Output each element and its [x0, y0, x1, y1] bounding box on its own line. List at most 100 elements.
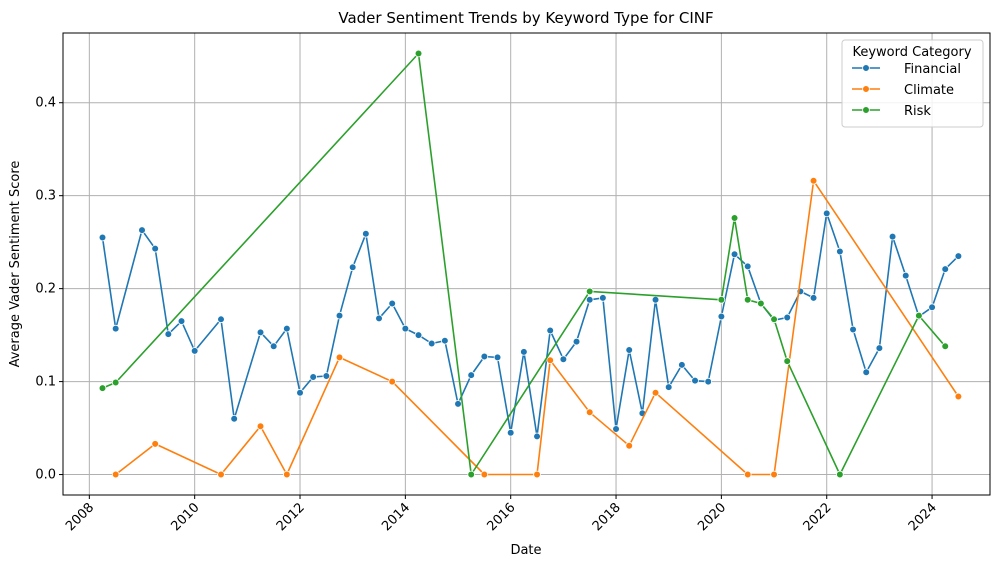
- series-line-risk: [102, 52, 946, 476]
- data-point-financial: [691, 376, 699, 385]
- data-point-financial: [520, 348, 528, 356]
- data-point-financial: [190, 347, 199, 355]
- plot-area-frame: [62, 32, 991, 496]
- data-point-financial: [111, 324, 120, 333]
- data-point-financial: [441, 336, 449, 345]
- data-point-climate: [283, 470, 291, 479]
- data-point-climate: [770, 470, 778, 479]
- data-point-risk: [467, 470, 475, 479]
- data-point-financial: [664, 383, 673, 391]
- legend-entry-risk: Risk: [852, 104, 931, 119]
- data-point-financial: [375, 314, 383, 323]
- data-point-financial: [678, 361, 686, 369]
- x-tick-label: 2014: [379, 500, 413, 534]
- data-point-financial: [849, 325, 857, 334]
- series-financial: [98, 209, 963, 441]
- data-point-financial: [901, 271, 910, 280]
- data-point-climate: [533, 470, 541, 479]
- data-point-financial: [888, 232, 897, 241]
- data-point-financial: [836, 247, 844, 256]
- data-point-financial: [928, 303, 936, 312]
- data-point-climate: [625, 441, 634, 450]
- data-point-climate: [388, 377, 396, 386]
- data-point-financial: [862, 368, 871, 377]
- x-tick-label: 2020: [695, 500, 729, 534]
- y-tick-label: 0.0: [35, 468, 56, 483]
- data-point-financial: [256, 328, 265, 337]
- data-point-risk: [98, 384, 107, 392]
- data-point-risk: [770, 315, 778, 324]
- data-point-financial: [717, 312, 726, 321]
- x-tick-label: 2008: [63, 500, 97, 534]
- data-point-financial: [138, 226, 146, 234]
- legend-entries: Financial Climate Risk: [852, 62, 961, 119]
- grid-lines: [63, 33, 990, 495]
- x-tick-label: 2022: [801, 500, 835, 534]
- data-point-financial: [572, 337, 581, 346]
- y-axis-label: Average Vader Sentiment Score: [8, 161, 23, 368]
- data-point-financial: [493, 353, 502, 362]
- data-point-financial: [559, 355, 568, 364]
- data-point-financial: [388, 299, 396, 308]
- data-point-financial: [875, 344, 884, 352]
- data-point-financial: [809, 294, 818, 302]
- data-point-financial: [506, 428, 515, 437]
- data-point-risk: [941, 342, 950, 351]
- data-point-climate: [151, 440, 159, 448]
- data-point-financial: [283, 324, 291, 333]
- data-point-climate: [480, 470, 489, 479]
- y-tick-label: 0.4: [35, 96, 56, 111]
- legend-label-climate: Climate: [904, 83, 954, 98]
- data-point-financial: [651, 295, 660, 304]
- data-point-financial: [164, 330, 173, 338]
- x-tick-label: 2018: [590, 500, 624, 534]
- data-point-financial: [704, 377, 713, 386]
- data-point-financial: [941, 265, 950, 273]
- data-point-risk: [915, 311, 923, 320]
- legend-marker-risk: [862, 106, 870, 114]
- data-point-financial: [730, 250, 739, 259]
- data-point-financial: [454, 400, 462, 408]
- series-lines: [98, 49, 963, 479]
- legend-entry-climate: Climate: [852, 83, 954, 98]
- y-tick-label: 0.3: [35, 189, 56, 204]
- data-point-financial: [414, 331, 423, 339]
- data-point-climate: [256, 422, 265, 431]
- data-point-financial: [217, 315, 225, 324]
- data-point-financial: [427, 339, 436, 348]
- x-axis-ticks: 2008 2010 2012 2014 2016 2018 2020 2022 2024: [63, 495, 940, 534]
- data-point-financial: [822, 209, 831, 218]
- legend-box: [841, 39, 984, 128]
- data-point-climate: [585, 408, 594, 417]
- data-point-financial: [151, 244, 159, 253]
- data-point-financial: [335, 311, 344, 320]
- data-point-financial: [599, 294, 607, 302]
- data-point-financial: [230, 414, 238, 423]
- data-point-climate: [217, 470, 225, 479]
- x-tick-label: 2010: [168, 500, 202, 534]
- x-axis-label: Date: [510, 543, 541, 558]
- data-point-financial: [309, 373, 317, 381]
- legend-label-financial: Financial: [904, 62, 961, 77]
- data-point-financial: [533, 432, 541, 441]
- data-point-risk: [111, 378, 120, 387]
- legend: Keyword Category Financial Climate Risk: [841, 39, 984, 128]
- data-point-climate: [954, 392, 963, 401]
- data-point-financial: [348, 263, 357, 272]
- data-point-risk: [783, 357, 792, 365]
- data-point-climate: [809, 177, 818, 185]
- data-point-financial: [480, 352, 489, 361]
- data-point-financial: [322, 372, 331, 380]
- series-line-financial: [101, 212, 959, 438]
- data-point-financial: [98, 233, 107, 242]
- series-risk: [98, 49, 950, 479]
- chart-title: Vader Sentiment Trends by Keyword Type f…: [338, 9, 713, 27]
- legend-marker-financial: [862, 64, 870, 72]
- legend-label-risk: Risk: [904, 104, 931, 119]
- data-point-risk: [730, 214, 739, 222]
- data-point-financial: [743, 262, 752, 271]
- x-tick-label: 2012: [274, 500, 308, 534]
- y-tick-label: 0.2: [35, 282, 56, 297]
- data-point-financial: [296, 388, 304, 397]
